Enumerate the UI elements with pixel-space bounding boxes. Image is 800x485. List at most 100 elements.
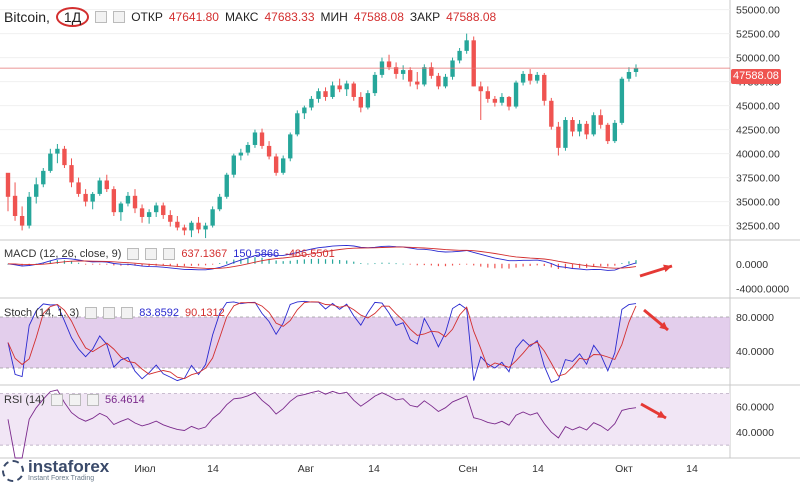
candle-body (337, 85, 342, 90)
macd-histogram-bar (176, 263, 178, 267)
time-tick-label: Авг (298, 463, 315, 475)
candle-body (238, 152, 244, 156)
macd-histogram-bar (303, 259, 305, 264)
candle-body (422, 67, 427, 85)
stoch-settings-icon[interactable] (103, 307, 116, 319)
settings-icon[interactable] (113, 11, 126, 23)
candle-body (436, 75, 441, 87)
candle-body (633, 68, 639, 72)
macd-histogram-bar (571, 263, 574, 269)
candle-body (563, 120, 568, 148)
candle-body (104, 180, 109, 190)
symbol-name[interactable]: Bitcoin, (4, 9, 50, 25)
macd-histogram-bar (317, 258, 320, 264)
macd-histogram-bar (310, 258, 313, 264)
macd-histogram-bar (197, 263, 200, 266)
rsi-pane (0, 389, 730, 459)
macd-histogram-bar (374, 263, 376, 265)
chart-header: Bitcoin, 1Д ОТКР 47641.80 МАКС 47683.33 МИ… (0, 6, 496, 28)
macd-histogram-value: -486.5501 (285, 248, 335, 260)
candle-body (556, 126, 561, 148)
stoch-k-value: 83.8592 (139, 307, 179, 319)
macd-histogram-bar (99, 263, 101, 265)
candle-body (182, 227, 187, 231)
macd-histogram-bar (423, 263, 425, 266)
stoch-k-line (7, 300, 637, 383)
macd-histogram-bar (416, 263, 418, 266)
open-label: ОТКР (131, 10, 163, 24)
candle-body (492, 98, 498, 103)
candle-body (443, 76, 448, 87)
stoch-close-icon[interactable] (121, 307, 134, 319)
candle-body (55, 148, 60, 154)
stoch-pane (0, 300, 730, 383)
candle-body (415, 81, 420, 85)
candles (0, 33, 730, 239)
candle-body (605, 124, 610, 142)
macd-histogram-bar (543, 263, 545, 267)
price-tick-label: 45000.00 (736, 101, 780, 113)
macd-histogram-bar (212, 263, 214, 265)
time-tick-label: Окт (615, 463, 633, 475)
candle-body (266, 145, 272, 157)
timeframe-selector[interactable]: 1Д (55, 7, 90, 27)
candle-body (450, 60, 455, 77)
macd-histogram-bar (204, 263, 207, 266)
candle-body (189, 222, 194, 231)
candle-body (26, 196, 32, 226)
macd-histogram-bar (324, 259, 327, 264)
time-tick-label: 14 (368, 463, 380, 475)
time-tick-label: Сен (458, 463, 477, 475)
macd-histogram-bar (578, 263, 581, 269)
rsi-header: RSI (14) 56.4614 (4, 394, 145, 406)
candle-body (210, 209, 215, 226)
open-value: 47641.80 (168, 10, 219, 24)
candle-body (365, 93, 371, 108)
candle-body (513, 82, 519, 107)
candle-body (408, 70, 413, 82)
candle-body (457, 50, 462, 61)
candle-body (386, 61, 392, 68)
macd-histogram-bar (360, 263, 362, 264)
candle-body (118, 203, 124, 213)
rsi-settings-icon[interactable] (68, 394, 81, 406)
candle-body (316, 91, 321, 99)
macd-histogram-bar (275, 260, 277, 264)
candle-body (598, 115, 603, 125)
stoch-visibility-icon[interactable] (85, 307, 98, 319)
red-arrow-head (659, 321, 668, 330)
rsi-close-icon[interactable] (86, 394, 99, 406)
candle-body (570, 120, 575, 132)
rsi-band (0, 393, 730, 446)
candle-body (393, 67, 399, 74)
macd-histogram-bar (388, 262, 390, 264)
macd-histogram-bar (515, 263, 517, 268)
candle-body (626, 72, 632, 79)
candle-body (542, 74, 547, 101)
macd-close-icon[interactable] (163, 248, 176, 260)
axes: 55000.0052500.0050000.0047500.0045000.00… (134, 5, 789, 475)
macd-histogram-bar (614, 263, 616, 266)
macd-histogram-bar (289, 260, 291, 264)
candle-body (90, 193, 95, 202)
macd-histogram-bar (381, 262, 383, 264)
macd-histogram-bar (240, 258, 242, 264)
macd-histogram-bar (487, 263, 489, 268)
rsi-visibility-icon[interactable] (50, 394, 63, 406)
macd-histogram-bar (635, 260, 637, 264)
candle-body (259, 132, 265, 146)
macd-settings-icon[interactable] (145, 248, 158, 260)
macd-visibility-icon[interactable] (127, 248, 140, 260)
macd-histogram-bar (480, 263, 482, 267)
price-tick-label: 40000.00 (736, 149, 780, 161)
macd-histogram-bar (409, 263, 411, 265)
macd-pane (7, 244, 637, 271)
candle-body (344, 83, 349, 90)
visibility-toggle-icon[interactable] (95, 11, 108, 23)
candle-body (5, 172, 11, 197)
price-tick-label: 55000.00 (736, 5, 780, 17)
macd-histogram-bar (444, 263, 447, 267)
candle-body (478, 86, 483, 92)
logo-tagline: Instant Forex Trading (28, 475, 95, 482)
